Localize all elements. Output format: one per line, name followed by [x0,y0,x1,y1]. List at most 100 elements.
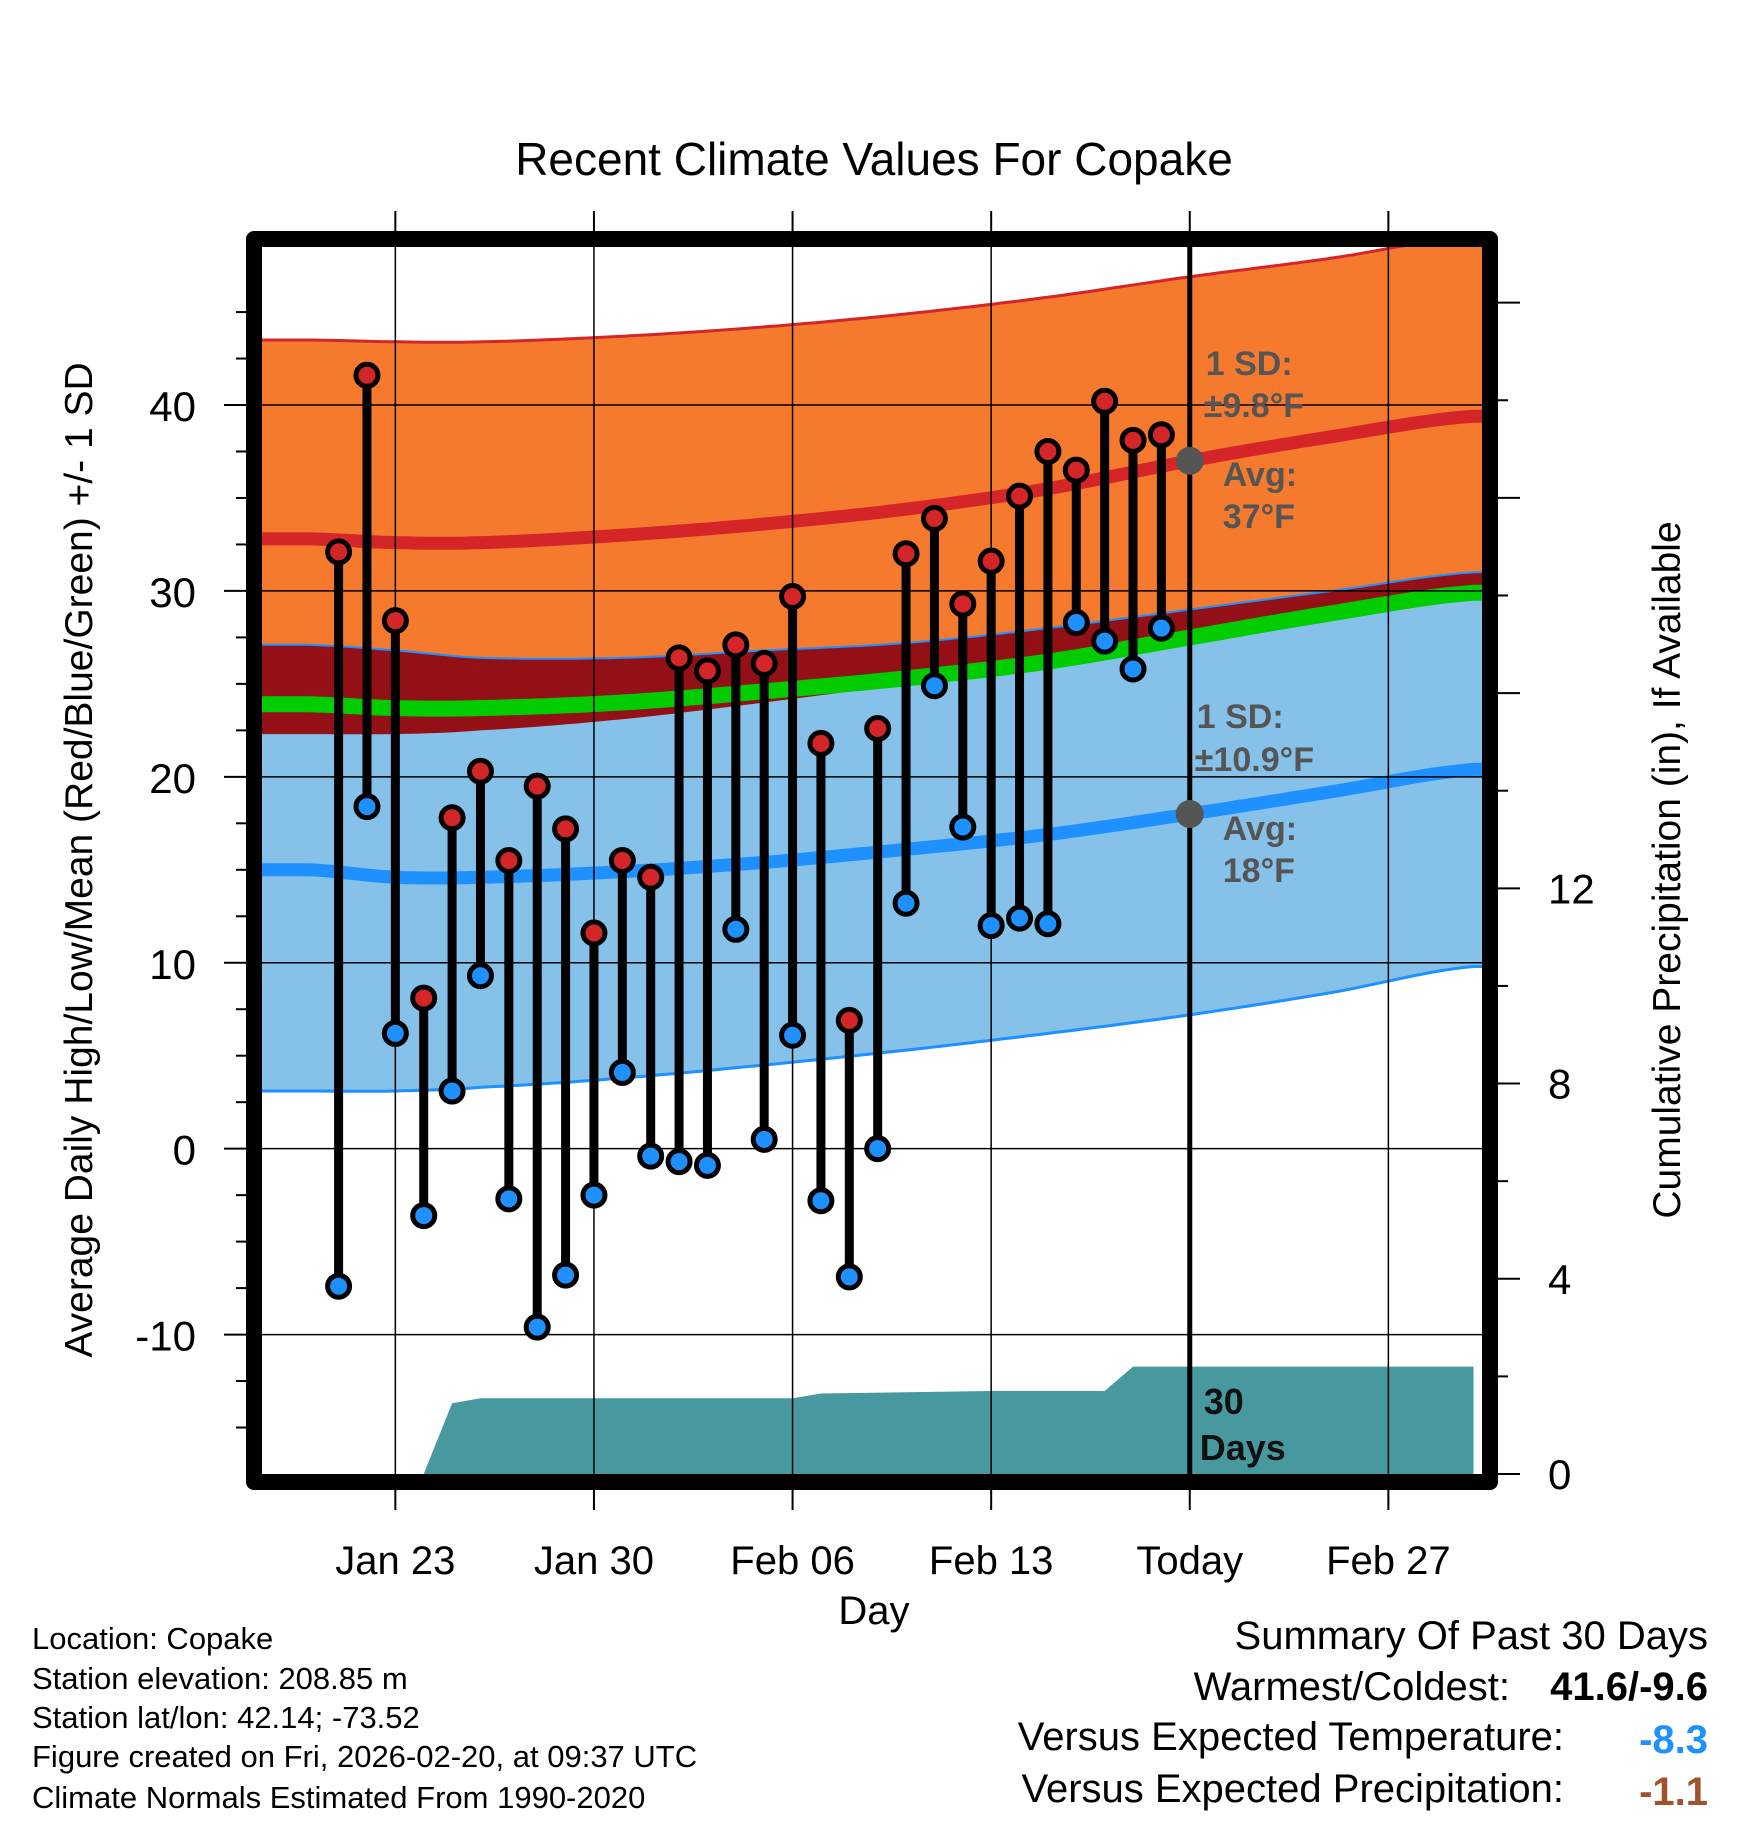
daily-low-point [977,912,1005,940]
low-avg-label: Avg: [1223,810,1297,848]
temp-departure-value: -8.3 [1639,1718,1708,1762]
daily-high-point [920,504,948,532]
daily-high-point [892,540,920,568]
today-low-normal-marker [1175,800,1204,829]
temp-departure-label: Versus Expected Temperature: [1017,1715,1564,1759]
daily-low-point [637,1142,665,1170]
daily-high-point [438,804,466,832]
x-tick-label: Jan 23 [335,1539,455,1583]
x-axis-label: Day [838,1589,909,1633]
period-label: 30 [1204,1381,1244,1422]
daily-low-point [552,1261,580,1289]
high-sd-value: ±9.8°F [1204,387,1304,425]
daily-high-point [466,757,494,785]
daily-low-point [325,1272,353,1300]
y2-tick-label: 0 [1548,1451,1571,1498]
low-sd-label: 1 SD: [1197,698,1284,736]
daily-high-point [1006,482,1034,510]
y-tick-label: 10 [149,941,196,988]
created-text: Figure created on Fri, 2026-02-20, at 09… [32,1739,698,1774]
y-tick-label: 0 [173,1127,196,1174]
low-band-top-edge [262,571,1482,660]
daily-low-point [580,1181,608,1209]
daily-low-point [1147,614,1175,642]
daily-high-point [835,1006,863,1034]
daily-low-point [949,813,977,841]
x-tick-label: Feb 27 [1326,1539,1451,1583]
low-avg-value: 18°F [1223,852,1295,890]
high-band-top-edge [262,247,1405,344]
normals-period-text: Climate Normals Estimated From 1990-2020 [32,1780,646,1815]
warm-cold-value: 41.6/-9.6 [1550,1665,1708,1709]
daily-high-point [977,547,1005,575]
normal-high-line [262,409,1482,550]
daily-low-point [410,1202,438,1230]
y-tick-label: 30 [149,569,196,616]
precip-departure-label: Versus Expected Precipitation: [1021,1767,1564,1811]
elevation-text: Station elevation: 208.85 m [32,1661,408,1696]
today-high-normal-marker [1175,446,1204,475]
y-tick-label: -10 [135,1313,196,1360]
y2-axis-label: Cumulative Precipitation (in), If Availa… [1646,521,1689,1218]
daily-high-point [637,863,665,891]
daily-low-point [381,1019,409,1047]
daily-high-point [381,607,409,635]
daily-low-point [779,1021,807,1049]
latlon-text: Station lat/lon: 42.14; -73.52 [32,1700,420,1735]
daily-low-point [1119,655,1147,683]
daily-low-point [835,1263,863,1291]
daily-high-point [608,847,636,874]
daily-high-point [1119,426,1147,454]
daily-high-point [722,631,750,659]
daily-low-point [523,1313,551,1341]
daily-high-point [552,815,580,843]
x-tick-label: Feb 06 [730,1539,855,1583]
high-avg-label: Avg: [1223,456,1297,494]
low-band-bottom-edge [262,965,1482,1093]
y-tick-label: 20 [149,755,196,802]
daily-low-point [722,915,750,943]
high-avg-value: 37°F [1223,498,1295,536]
daily-high-point [1147,421,1175,449]
y-tick-label: 40 [149,383,196,430]
normal-low-line [262,762,1482,885]
chart-title: Recent Climate Values For Copake [515,133,1233,185]
precip-area [338,1366,1474,1474]
daily-low-point [1034,910,1062,938]
normal-mean-line [262,584,1482,717]
daily-high-point [949,590,977,618]
daily-high-point [665,644,693,672]
daily-low-point [608,1058,636,1086]
daily-high-point [1091,387,1119,415]
daily-high-point [353,361,381,389]
precip-departure-value: -1.1 [1639,1770,1708,1814]
daily-high-point [1034,438,1062,465]
daily-low-point [1062,609,1090,637]
daily-low-point [750,1125,778,1153]
daily-low-point [466,962,494,990]
daily-high-point [750,649,778,677]
daily-low-point [807,1187,835,1215]
daily-low-point [438,1077,466,1105]
period-unit: Days [1200,1427,1286,1468]
y2-tick-label: 12 [1548,865,1595,912]
x-tick-label: Jan 30 [534,1539,654,1583]
daily-low-point [665,1148,693,1176]
daily-high-point [410,984,438,1012]
location-text: Location: Copake [32,1621,274,1656]
low-sd-value: ±10.9°F [1195,741,1314,779]
daily-high-point [864,715,892,743]
daily-high-point [693,657,721,685]
summary-title: Summary Of Past 30 Days [1234,1614,1708,1658]
daily-high-point [807,729,835,757]
daily-high-point [325,538,353,566]
warm-cold-label: Warmest/Coldest: [1193,1665,1510,1709]
daily-low-point [693,1151,721,1179]
daily-low-point [920,672,948,700]
daily-low-point [1091,627,1119,655]
daily-high-point [1062,456,1090,484]
sd-overlap-band [262,572,1482,735]
daily-low-point [495,1185,523,1213]
daily-high-point [523,772,551,800]
daily-low-point [353,793,381,821]
